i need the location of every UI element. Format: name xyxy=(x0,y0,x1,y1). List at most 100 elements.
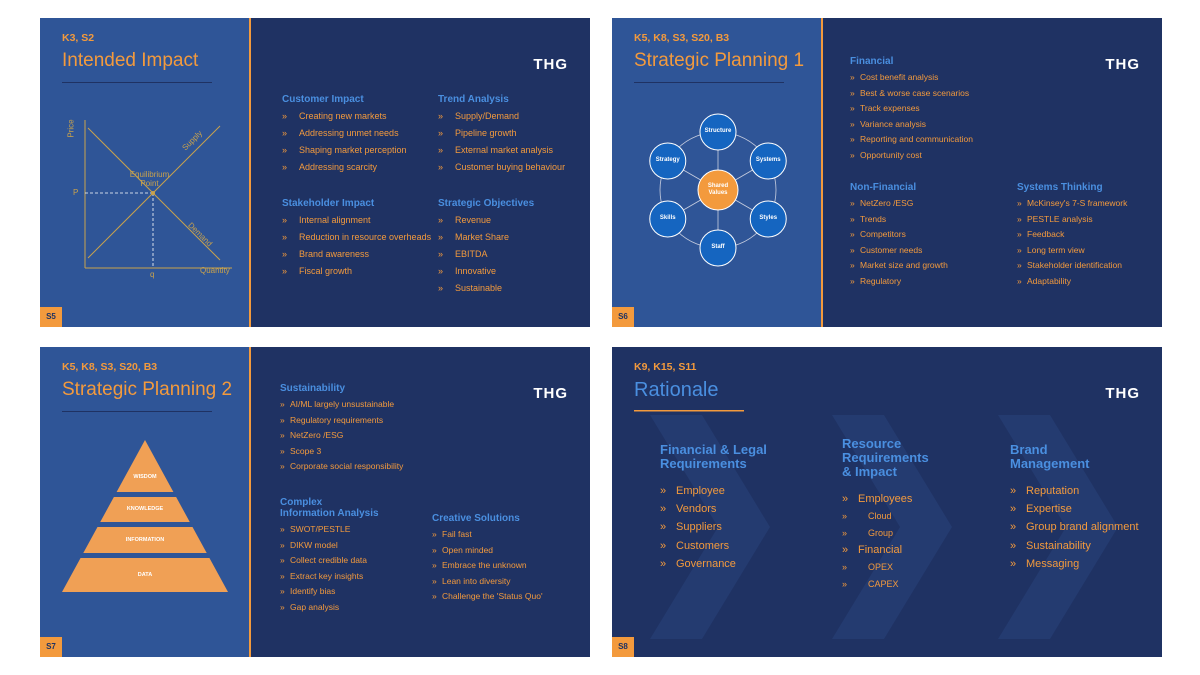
brand-logo: THG xyxy=(1105,385,1140,402)
list-item: Suppliers xyxy=(660,521,800,539)
list-item: Expertise xyxy=(1010,503,1150,521)
list-item: Sustainability xyxy=(1010,540,1150,558)
slide-number: S6 xyxy=(612,307,634,327)
list-item: NetZero /ESG xyxy=(850,198,1015,215)
node-label: Structure xyxy=(704,128,732,134)
slide: K9, K15, S11 Rationale S8 THG Financial & Le… xyxy=(612,347,1162,657)
pyramid-label: WISDOM xyxy=(133,473,157,480)
brand-logo: THG xyxy=(533,56,568,73)
list-item: Gap analysis xyxy=(280,602,430,619)
slide: K5, K8, S3, S20, B3 Strategic Planning 2 S… xyxy=(40,347,590,657)
pyramid-level xyxy=(83,527,207,553)
section-heading: Financial xyxy=(850,56,894,67)
list-item: Reduction in resource overheads xyxy=(282,232,432,249)
y-axis-label: Price xyxy=(66,119,76,138)
section: Strategic Objectives RevenueMarket ShareE… xyxy=(438,198,588,300)
left-panel xyxy=(40,18,250,327)
node xyxy=(749,200,787,238)
center-label: Shared Values xyxy=(707,183,729,196)
list-item: Market size and growth xyxy=(850,261,1015,277)
list-item: Reporting and communication xyxy=(850,135,1020,151)
section-heading: Strategic Objectives xyxy=(438,198,535,209)
node xyxy=(649,142,687,180)
section-heading: Complex Information Analysis xyxy=(280,497,379,519)
slide-codes: K3, S2 xyxy=(62,32,95,44)
section-heading: Customer Impact xyxy=(282,94,364,105)
slide-codes: K9, K15, S11 xyxy=(634,361,697,373)
list-item: Brand awareness xyxy=(282,249,432,266)
list-item: Customers xyxy=(660,540,800,558)
list-item: Addressing scarcity xyxy=(282,162,432,179)
list-item: Innovative xyxy=(438,266,588,283)
divider xyxy=(249,347,251,657)
list-item: Collect credible data xyxy=(280,556,430,572)
section: Brand Management ReputationExpertiseGroup… xyxy=(1010,443,1150,576)
section: Trend Analysis Supply/DemandPipeline grow… xyxy=(438,94,588,179)
brand-logo: THG xyxy=(1105,56,1140,73)
list-item: Governance xyxy=(660,558,800,576)
title-underline xyxy=(62,82,212,83)
section: Resource Requirements & ImpactEmployeesC… xyxy=(842,437,972,595)
list-item: Trends xyxy=(850,214,1015,231)
list-item: Best & worse case scenarios xyxy=(850,88,1020,105)
section-heading: Stakeholder Impact xyxy=(282,198,375,209)
slide-codes: K5, K8, S3, S20, B3 xyxy=(62,361,158,373)
list-item: Feedback xyxy=(1017,230,1157,246)
section-heading: Financial & Legal Requirements xyxy=(660,442,767,471)
section: Systems Thinking McKinsey's 7-S framework… xyxy=(1017,182,1157,293)
list-item: Group brand alignment xyxy=(1010,521,1150,539)
section: Customer Impact Creating new markets Addre… xyxy=(282,94,432,179)
list-item: Corporate social responsibility xyxy=(280,462,440,478)
list-item: Vendors xyxy=(660,503,800,521)
slide-title: Strategic Planning 2 xyxy=(62,379,233,400)
title-underline xyxy=(634,410,744,412)
list-item: Employee xyxy=(660,485,800,503)
quantity-level-label: q xyxy=(150,270,155,279)
section: Financial & Legal Requirements EmployeeVe… xyxy=(660,443,800,576)
list-item: Shaping market perception xyxy=(282,145,432,162)
section-heading: Systems Thinking xyxy=(1017,182,1103,193)
list-item: Challenge the 'Status Quo' xyxy=(432,592,582,608)
node-label: Systems xyxy=(755,157,781,163)
list-item: Market Share xyxy=(438,232,588,249)
list-item: Creating new markets xyxy=(282,111,432,128)
pyramid-label: INFORMATION xyxy=(125,536,165,543)
pyramid-label: KNOWLEDGE xyxy=(126,506,164,512)
list-item: Stakeholder identification xyxy=(1017,261,1157,277)
list-item: Fail fast xyxy=(432,529,582,546)
list-item: Identify bias xyxy=(280,587,430,603)
list-item: Lean into diversity xyxy=(432,576,582,593)
list-item: Cost benefit analysis xyxy=(850,72,1020,89)
node-label: Strategy xyxy=(655,157,680,163)
list-item: Extract key insights xyxy=(280,571,430,588)
slide: K5, K8, S3, S20, B3 Strategic Planning 1 S… xyxy=(612,18,1162,327)
node xyxy=(749,142,787,180)
divider xyxy=(821,18,823,327)
slide-title: Intended Impact xyxy=(62,50,199,71)
sub-item: Cloud xyxy=(842,511,972,528)
list-item: DIKW model xyxy=(280,540,430,557)
list-item: Long term view xyxy=(1017,245,1157,262)
title-underline xyxy=(634,82,784,83)
list-item: Revenue xyxy=(438,215,588,232)
node xyxy=(699,113,737,151)
sub-item: OPEX xyxy=(842,562,972,579)
section-heading: Creative Solutions xyxy=(432,513,520,524)
section: Financial Cost benefit analysisBest & wor… xyxy=(850,56,1020,167)
pyramid-level xyxy=(100,497,190,522)
list-item: EBITDA xyxy=(438,249,588,266)
price-level-label: P xyxy=(73,188,79,197)
list-item: Track expenses xyxy=(850,104,1020,120)
list-item: Variance analysis xyxy=(850,119,1020,136)
section: Creative Solutions Fail fastOpen mindedEm… xyxy=(432,513,582,608)
slide-number: S7 xyxy=(40,637,62,657)
section-heading: Sustainability xyxy=(280,383,346,394)
list-item: Financial xyxy=(842,544,972,562)
list-item: Internal alignment xyxy=(282,215,432,232)
section: Complex Information Analysis SWOT/PESTLED… xyxy=(280,497,430,619)
list-item: Reputation xyxy=(1010,485,1150,503)
slide: K3, S2 Intended Impact S5 THG Customer Impac… xyxy=(40,18,590,327)
list-item: Adaptability xyxy=(1017,276,1157,293)
pyramid-level xyxy=(62,558,228,592)
